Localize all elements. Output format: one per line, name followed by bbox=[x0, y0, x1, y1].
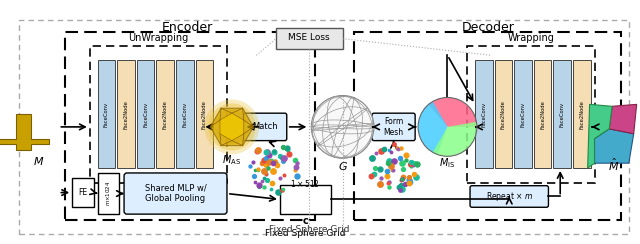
Bar bbox=[280, 185, 331, 214]
Bar bbox=[97, 173, 119, 214]
Text: $M$: $M$ bbox=[33, 155, 44, 167]
Text: $M_\mathrm{IS}$: $M_\mathrm{IS}$ bbox=[439, 156, 456, 170]
Text: Face2Node: Face2Node bbox=[163, 100, 168, 129]
Bar bbox=[72, 178, 93, 207]
Polygon shape bbox=[220, 113, 244, 141]
Circle shape bbox=[209, 103, 255, 150]
Bar bbox=[137, 60, 154, 168]
Bar bbox=[475, 60, 493, 168]
Text: MSE Loss: MSE Loss bbox=[289, 33, 330, 42]
Bar bbox=[176, 60, 194, 168]
Text: UnWrapping: UnWrapping bbox=[128, 33, 189, 43]
Circle shape bbox=[204, 100, 259, 154]
FancyBboxPatch shape bbox=[244, 113, 287, 141]
Text: Shared MLP w/
Global Pooling: Shared MLP w/ Global Pooling bbox=[145, 184, 206, 203]
Text: Face2Node: Face2Node bbox=[501, 100, 506, 129]
Text: FE: FE bbox=[78, 188, 88, 197]
Text: Face2Node: Face2Node bbox=[540, 100, 545, 129]
Bar bbox=[554, 60, 571, 168]
Circle shape bbox=[222, 117, 242, 137]
Bar bbox=[355, 32, 621, 220]
Bar bbox=[573, 60, 591, 168]
Text: Face2Node: Face2Node bbox=[202, 100, 207, 129]
Polygon shape bbox=[595, 129, 634, 163]
Text: FaceConv: FaceConv bbox=[182, 102, 188, 127]
Circle shape bbox=[311, 96, 374, 158]
Text: Encoder: Encoder bbox=[162, 21, 213, 34]
Text: Match: Match bbox=[252, 122, 278, 132]
Polygon shape bbox=[609, 104, 637, 134]
Polygon shape bbox=[0, 114, 49, 150]
Bar bbox=[90, 46, 227, 183]
Polygon shape bbox=[588, 104, 612, 168]
Text: $G$: $G$ bbox=[337, 160, 348, 172]
Text: FaceConv: FaceConv bbox=[559, 102, 564, 127]
Wedge shape bbox=[429, 98, 477, 127]
Text: $M_\mathrm{AS}$: $M_\mathrm{AS}$ bbox=[222, 153, 241, 167]
Text: FaceConv: FaceConv bbox=[481, 102, 486, 127]
Text: Face2Node: Face2Node bbox=[579, 100, 584, 129]
Text: $\hat{M}$: $\hat{M}$ bbox=[609, 157, 620, 173]
Text: Fixed Sphere Grid: Fixed Sphere Grid bbox=[269, 225, 349, 234]
Bar bbox=[97, 60, 115, 168]
Bar bbox=[534, 60, 552, 168]
Text: Wrapping: Wrapping bbox=[508, 33, 554, 43]
Text: Face2Node: Face2Node bbox=[124, 100, 129, 129]
Text: FaceConv: FaceConv bbox=[520, 102, 525, 127]
Bar bbox=[276, 28, 342, 50]
Wedge shape bbox=[433, 122, 477, 156]
Bar bbox=[117, 60, 135, 168]
Text: $m$$\times$1024: $m$$\times$1024 bbox=[104, 181, 113, 206]
Text: Decoder: Decoder bbox=[462, 21, 515, 34]
Wedge shape bbox=[418, 102, 447, 154]
Bar bbox=[19, 20, 629, 234]
Text: FaceConv: FaceConv bbox=[104, 102, 109, 127]
Text: Form
Mesh: Form Mesh bbox=[383, 117, 404, 137]
Text: Fixed Sphere Grid: Fixed Sphere Grid bbox=[265, 229, 346, 238]
Text: FaceConv: FaceConv bbox=[143, 102, 148, 127]
Bar bbox=[514, 60, 532, 168]
Circle shape bbox=[214, 109, 250, 144]
FancyBboxPatch shape bbox=[124, 173, 227, 214]
Polygon shape bbox=[211, 108, 253, 146]
Bar bbox=[65, 32, 315, 220]
Bar bbox=[495, 60, 512, 168]
Text: $1\times512$: $1\times512$ bbox=[291, 178, 321, 189]
Bar bbox=[156, 60, 174, 168]
FancyBboxPatch shape bbox=[372, 113, 415, 141]
Text: $\mathbf{c}$: $\mathbf{c}$ bbox=[302, 216, 309, 226]
FancyBboxPatch shape bbox=[470, 186, 548, 207]
Bar bbox=[467, 46, 595, 183]
Bar bbox=[196, 60, 213, 168]
Text: Repeat $\times$ $m$: Repeat $\times$ $m$ bbox=[486, 190, 533, 203]
